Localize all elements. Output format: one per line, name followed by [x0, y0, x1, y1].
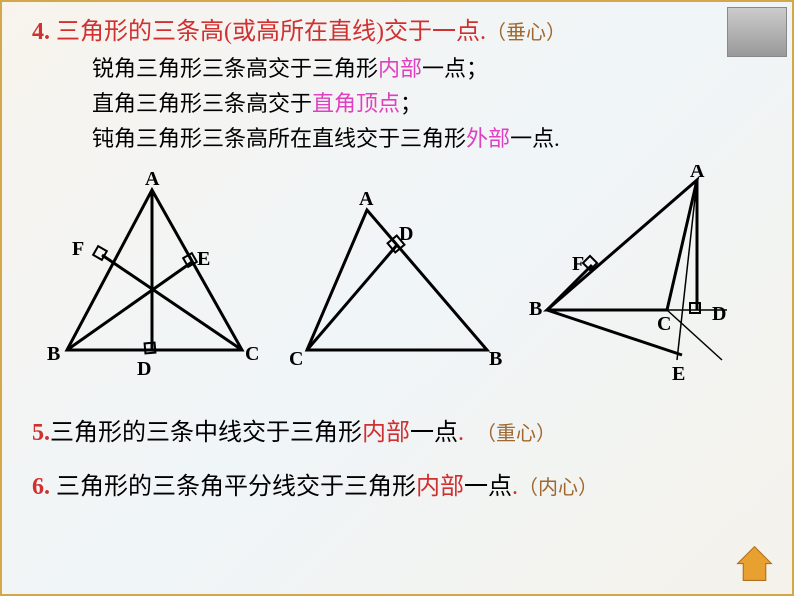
t5c: 一点 — [410, 420, 458, 446]
t4g: （垂心） — [486, 22, 566, 44]
lbl-F: F — [72, 238, 84, 260]
obtuse-triangle: A B C D E F — [517, 165, 757, 395]
lbl-B2: B — [489, 348, 502, 370]
t5d: . — [458, 420, 464, 446]
lbl-A2: A — [359, 188, 374, 210]
s1b: 内部 — [378, 56, 422, 81]
sub-line-2: 直角三角形三条高交于直角顶点； — [92, 87, 762, 120]
s3e: 一点. — [510, 126, 560, 151]
t4a: 三角形的三条高 — [50, 19, 224, 45]
s3a: 钝角三角形三条高 — [92, 126, 268, 151]
lbl-D3: D — [712, 303, 726, 325]
t5a: 三角形的三条中线交于三角形 — [50, 420, 362, 446]
s2a: 直角三角形三条高交于 — [92, 91, 312, 116]
s3c: 交于三角形 — [356, 126, 466, 151]
sub-line-3: 钝角三角形三条高所在直线交于三角形外部一点. — [92, 122, 762, 155]
t5e: （重心） — [476, 423, 556, 445]
triangle-diagrams: A B C D E F A C B D A — [32, 165, 762, 395]
t6a: 三角形的三条角平分线交于三角形 — [50, 474, 416, 500]
right-triangle: A C B D — [277, 180, 507, 380]
lbl-A3: A — [690, 165, 705, 182]
point-6: 6. 三角形的三条角平分线交于三角形内部一点.（内心） — [32, 469, 762, 505]
num-6: 6. — [32, 474, 50, 500]
t6c: 一点 — [464, 474, 512, 500]
point-4: 4. 三角形的三条高(或高所在直线)交于一点.（垂心） — [32, 14, 762, 50]
lbl-C3: C — [657, 313, 671, 335]
sub-line-1: 锐角三角形三条高交于三角形内部一点； — [92, 52, 762, 85]
book-decoration-icon — [727, 7, 787, 57]
lbl-A: A — [145, 170, 160, 190]
home-nav-icon[interactable] — [732, 541, 777, 586]
lbl-B3: B — [529, 298, 542, 320]
num-5: 5. — [32, 420, 50, 446]
t5b: 内部 — [362, 420, 410, 446]
acute-triangle: A B C D E F — [37, 170, 267, 390]
t4e: 交于一点 — [384, 19, 480, 45]
lbl-E3: E — [672, 363, 685, 385]
lbl-D2: D — [399, 223, 413, 245]
t4d: ) — [376, 19, 384, 45]
lbl-C2: C — [289, 348, 303, 370]
s2b: 直角顶点 — [312, 91, 400, 116]
num-4: 4. — [32, 19, 50, 45]
t4c: 或高所在直线 — [232, 19, 376, 45]
lbl-F3: F — [572, 253, 584, 275]
lbl-E: E — [197, 248, 210, 270]
s1c: 一点； — [422, 56, 488, 81]
t6b: 内部 — [416, 474, 464, 500]
lbl-B: B — [47, 343, 60, 365]
s2c: ； — [400, 91, 422, 116]
s3b: 所在直线 — [268, 126, 356, 151]
s1a: 锐角三角形三条高交于三角形 — [92, 56, 378, 81]
s3d: 外部 — [466, 126, 510, 151]
t4b: ( — [224, 19, 232, 45]
lbl-D: D — [137, 358, 151, 380]
point-5: 5.三角形的三条中线交于三角形内部一点. （重心） — [32, 415, 762, 451]
lbl-C: C — [245, 343, 259, 365]
slide-content: 4. 三角形的三条高(或高所在直线)交于一点.（垂心） 锐角三角形三条高交于三角… — [2, 2, 792, 519]
t6e: （内心） — [518, 477, 598, 499]
